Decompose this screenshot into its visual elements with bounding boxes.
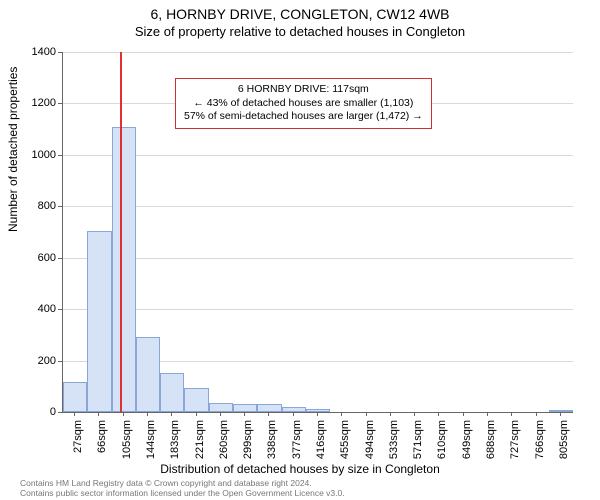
histogram-bar <box>282 407 306 412</box>
plot-area: 6 HORNBY DRIVE: 117sqm ← 43% of detached… <box>62 52 573 413</box>
y-tick-label: 800 <box>6 200 56 212</box>
histogram-bar <box>549 410 573 412</box>
histogram-bar <box>184 388 208 412</box>
histogram-bar <box>209 403 233 412</box>
chart-title-sub: Size of property relative to detached ho… <box>0 22 600 39</box>
y-tick-label: 400 <box>6 303 56 315</box>
license-line2: Contains public sector information licen… <box>20 488 345 498</box>
histogram-bar <box>136 337 160 412</box>
y-tick-label: 1000 <box>6 149 56 161</box>
histogram-bar <box>257 404 281 412</box>
histogram-bar <box>160 373 184 412</box>
x-axis-label: Distribution of detached houses by size … <box>0 462 600 476</box>
chart-area: 6 HORNBY DRIVE: 117sqm ← 43% of detached… <box>62 52 572 412</box>
y-tick-label: 1200 <box>6 97 56 109</box>
histogram-bar <box>63 382 87 412</box>
license-text: Contains HM Land Registry data © Crown c… <box>20 478 345 498</box>
callout-box: 6 HORNBY DRIVE: 117sqm ← 43% of detached… <box>175 78 432 129</box>
y-tick-label: 0 <box>6 406 56 418</box>
histogram-bar <box>87 231 111 412</box>
y-tick-label: 600 <box>6 252 56 264</box>
callout-line3: 57% of semi-detached houses are larger (… <box>184 110 423 124</box>
histogram-bar <box>112 127 136 412</box>
marker-line <box>120 52 122 412</box>
y-tick-label: 200 <box>6 355 56 367</box>
histogram-bar <box>233 404 257 412</box>
license-line1: Contains HM Land Registry data © Crown c… <box>20 478 345 488</box>
callout-line2: ← 43% of detached houses are smaller (1,… <box>184 97 423 111</box>
y-tick-label: 1400 <box>6 46 56 58</box>
chart-title-main: 6, HORNBY DRIVE, CONGLETON, CW12 4WB <box>0 0 600 22</box>
page-root: 6, HORNBY DRIVE, CONGLETON, CW12 4WB Siz… <box>0 0 600 500</box>
callout-line1: 6 HORNBY DRIVE: 117sqm <box>184 83 423 97</box>
